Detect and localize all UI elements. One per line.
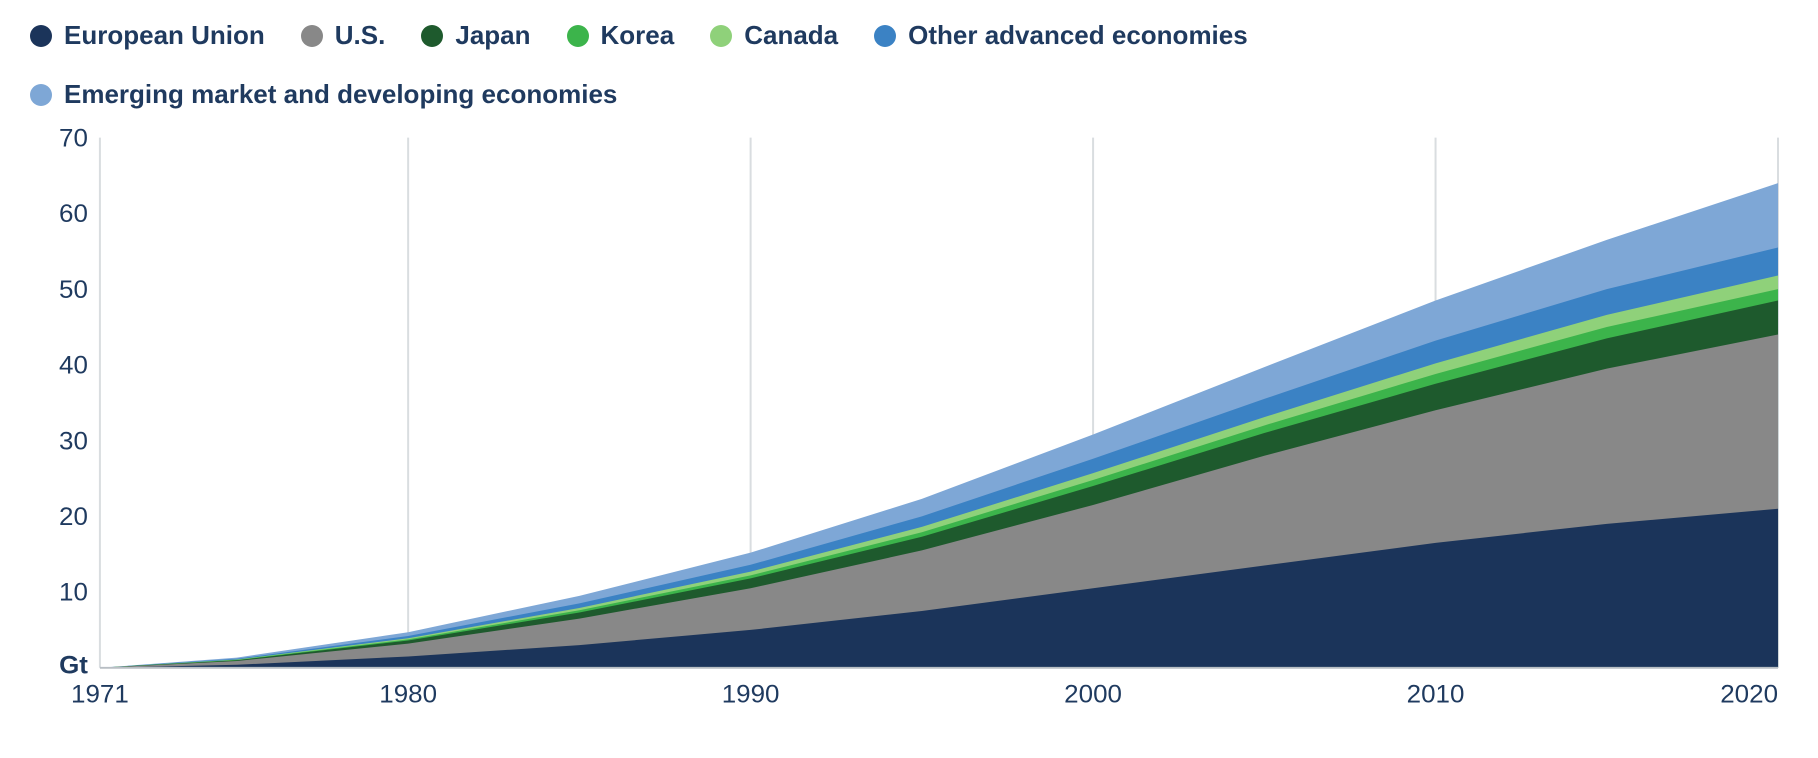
legend-swatch [421,25,443,47]
legend-label: Korea [601,20,675,51]
y-tick-label: 50 [59,276,88,303]
legend-item: Japan [421,20,530,51]
legend-swatch [567,25,589,47]
legend-label: Canada [744,20,838,51]
legend-item: Emerging market and developing economies [30,79,617,110]
legend-swatch [301,25,323,47]
legend-swatch [30,84,52,106]
y-tick-label: 60 [59,200,88,227]
legend-item: U.S. [301,20,386,51]
legend-label: Japan [455,20,530,51]
x-tick-label: 1980 [379,681,437,708]
x-tick-label: 2010 [1407,681,1465,708]
legend-item: Canada [710,20,838,51]
legend-item: European Union [30,20,265,51]
legend-item: Other advanced economies [874,20,1248,51]
legend-label: Emerging market and developing economies [64,79,617,110]
x-tick-label: 2000 [1064,681,1122,708]
legend-swatch [30,25,52,47]
legend-swatch [874,25,896,47]
x-tick-label: 2020 [1720,681,1778,708]
legend-label: Other advanced economies [908,20,1248,51]
legend-item: Korea [567,20,675,51]
area-chart-svg: 10 20 30 40 50 60 70 Gt1971 1980 1990 2000 2010 2020 [30,128,1788,716]
legend: European Union U.S. Japan Korea Canada Other … [30,20,1330,110]
y-tick-label: 10 [59,579,88,606]
y-unit-label: Gt [59,652,88,679]
x-tick-label: 1990 [722,681,780,708]
y-tick-label: 30 [59,428,88,455]
chart-container: European Union U.S. Japan Korea Canada Other … [0,0,1818,758]
legend-label: U.S. [335,20,386,51]
legend-label: European Union [64,20,265,51]
legend-swatch [710,25,732,47]
x-tick-label: 1971 [71,681,129,708]
y-tick-label: 40 [59,352,88,379]
y-tick-label: 20 [59,503,88,530]
y-tick-label: 70 [59,128,88,152]
chart-plot-area: 10 20 30 40 50 60 70 Gt1971 1980 1990 2000 2010 2020 [30,128,1788,716]
